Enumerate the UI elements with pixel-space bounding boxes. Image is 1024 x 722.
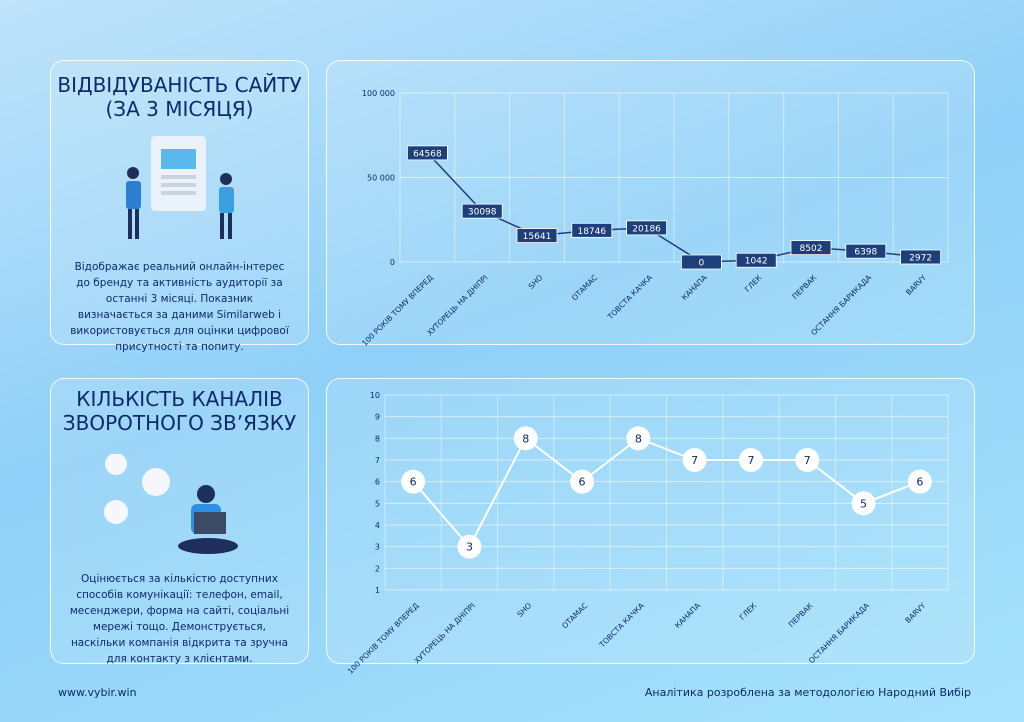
x-tick-label: КАНАПА xyxy=(680,272,710,302)
data-point xyxy=(845,243,887,259)
data-label: 8 xyxy=(635,432,642,445)
y-tick-label: 8 xyxy=(375,434,380,443)
data-point xyxy=(900,249,941,265)
data-label: 30098 xyxy=(468,208,497,218)
x-tick-label: 100 РОКІВ ТОМУ ВПЕРЕД xyxy=(360,273,435,348)
y-tick-label: 50 000 xyxy=(367,174,395,183)
data-point xyxy=(681,254,722,270)
x-tick-label: ОТАМАС xyxy=(570,273,599,302)
x-tick-label: ПЕРВАК xyxy=(790,273,818,301)
x-tick-label: КАНАПА xyxy=(673,600,703,630)
data-label: 6 xyxy=(410,476,417,489)
x-tick-label: ОСТАННЯ БАРИКАДА xyxy=(809,272,874,337)
data-label: 7 xyxy=(691,454,698,467)
data-label: 1042 xyxy=(745,257,768,267)
data-label: 15641 xyxy=(523,232,552,242)
data-label: 7 xyxy=(747,454,754,467)
y-tick-label: 100 000 xyxy=(362,89,395,98)
x-tick-label: ХУТОРЕЦЬ НА ДНІПРІ xyxy=(412,601,476,665)
data-label: 7 xyxy=(804,454,811,467)
data-point xyxy=(406,145,448,161)
panel-title: ВІДВІДУВАНІСТЬ САЙТУ (ЗА 3 МІСЯЦЯ) xyxy=(57,73,302,121)
panel-description: Оцінюється за кількістю доступних способ… xyxy=(69,573,290,665)
data-point xyxy=(735,252,777,268)
x-tick-label: ХУТОРЕЦЬ НА ДНІПРІ xyxy=(425,273,489,337)
data-label: 6398 xyxy=(854,248,877,258)
data-point xyxy=(461,203,503,219)
info-card: КІЛЬКІСТЬ КАНАЛІВ ЗВОРОТНОГО ЗВ’ЯЗКУ Оці… xyxy=(50,378,309,665)
data-point xyxy=(626,426,651,451)
data-point xyxy=(457,534,482,559)
data-point xyxy=(682,448,707,472)
chart-card xyxy=(326,60,975,345)
footer-site: www.vybir.win xyxy=(58,686,137,699)
data-point xyxy=(907,469,932,494)
panel-title: КІЛЬКІСТЬ КАНАЛІВ ЗВОРОТНОГО ЗВ’ЯЗКУ xyxy=(62,387,297,435)
illustration xyxy=(126,136,234,239)
chart-card xyxy=(326,378,975,664)
y-tick-label: 9 xyxy=(375,413,380,422)
data-point xyxy=(571,222,613,238)
x-tick-label: SHO xyxy=(527,273,545,291)
x-tick-label: BARVY xyxy=(904,273,928,297)
line xyxy=(412,436,921,549)
data-point xyxy=(738,448,763,472)
data-label: 8 xyxy=(522,432,529,445)
data-label: 0 xyxy=(699,259,705,269)
data-label: 8502 xyxy=(800,244,823,254)
data-label: 6 xyxy=(579,476,586,489)
x-tick-label: ОТАМАС xyxy=(560,601,589,630)
line xyxy=(426,152,921,263)
y-tick-label: 0 xyxy=(390,258,395,267)
panel-description: Відображає реальний онлайн-інтерес до бр… xyxy=(70,261,289,353)
info-card: ВІДВІДУВАНІСТЬ САЙТУ (ЗА 3 МІСЯЦЯ) Відоб… xyxy=(50,60,309,353)
data-point xyxy=(516,228,558,243)
data-point xyxy=(401,469,426,494)
footer-note: Аналітика розроблена за методологією Нар… xyxy=(644,686,971,699)
x-tick-label: SHO xyxy=(515,601,533,619)
data-label: 6 xyxy=(916,476,923,489)
x-tick-label: ТОВСТА КАЧКА xyxy=(597,600,646,649)
x-tick-label: ГЛЕК xyxy=(738,601,759,622)
y-tick-label: 5 xyxy=(375,499,380,508)
data-point xyxy=(626,220,667,236)
y-tick-label: 7 xyxy=(375,456,380,465)
data-label: 5 xyxy=(860,497,867,510)
y-tick-label: 1 xyxy=(375,586,380,595)
y-tick-label: 2 xyxy=(375,564,380,573)
data-label: 20186 xyxy=(632,224,661,234)
data-point xyxy=(795,448,820,472)
data-label: 18746 xyxy=(577,227,606,237)
y-tick-label: 3 xyxy=(375,543,380,552)
x-tick-label: 100 РОКІВ ТОМУ ВПЕРЕД xyxy=(346,601,421,676)
data-label: 2972 xyxy=(909,253,932,263)
y-tick-label: 4 xyxy=(375,521,380,530)
y-tick-label: 6 xyxy=(375,478,380,487)
x-tick-label: ТОВСТА КАЧКА xyxy=(605,272,654,321)
illustration xyxy=(104,454,238,554)
x-tick-label: ГЛЕК xyxy=(743,273,764,294)
x-tick-label: ПЕРВАК xyxy=(787,601,815,629)
data-label: 64568 xyxy=(413,149,442,159)
x-tick-label: BARVY xyxy=(903,601,927,625)
data-point xyxy=(513,426,538,451)
data-label: 3 xyxy=(466,541,473,554)
data-point xyxy=(851,491,876,516)
y-tick-label: 10 xyxy=(370,391,380,400)
x-tick-label: ОСТАННЯ БАРИКАДА xyxy=(807,600,872,665)
data-point xyxy=(570,469,595,494)
data-point xyxy=(790,240,832,256)
